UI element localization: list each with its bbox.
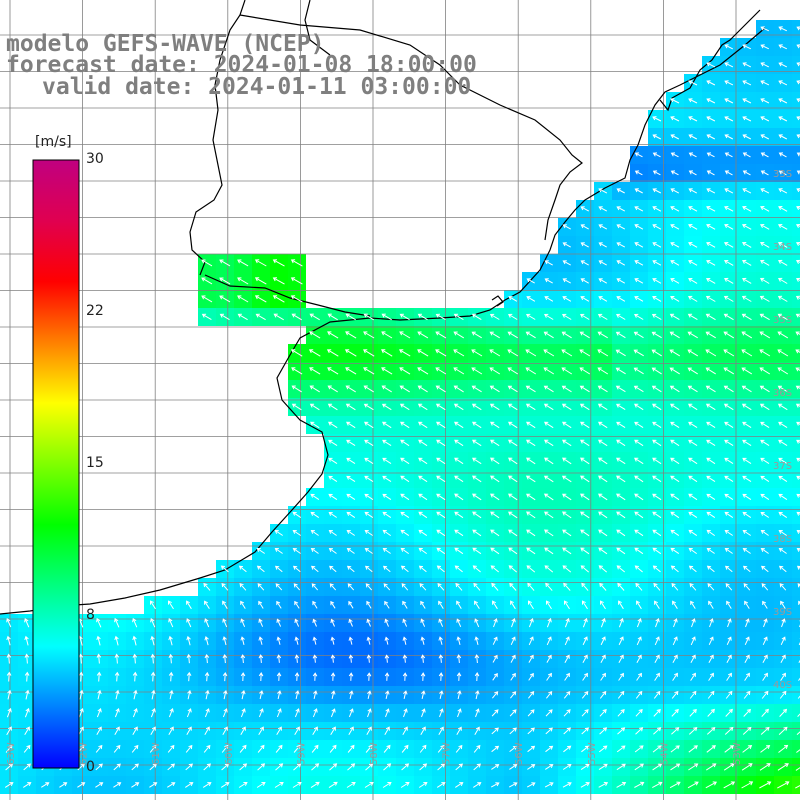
colorbar-graphic <box>0 0 110 800</box>
longitude-label: 54W <box>659 742 670 765</box>
longitude-label: 57W <box>442 742 453 765</box>
wind-cell <box>792 488 800 506</box>
wind-cell <box>792 362 800 380</box>
colorbar-tick-0: 0 <box>86 759 95 775</box>
wind-cell <box>792 722 800 740</box>
latitude-label: 36S <box>773 388 792 399</box>
colorbar-tick-22: 22 <box>86 303 104 319</box>
wind-cell <box>792 398 800 416</box>
latitude-label: 40S <box>773 680 792 691</box>
wind-cell <box>792 236 800 254</box>
wind-cell <box>792 326 800 344</box>
latitude-label: 39S <box>773 607 792 618</box>
longitude-label: 61W <box>151 742 162 765</box>
wind-cell <box>792 614 800 632</box>
colorbar-tick-15: 15 <box>86 455 104 471</box>
latitude-label: 38S <box>773 534 792 545</box>
wind-cell <box>792 740 800 758</box>
wind-cell <box>792 704 800 722</box>
colorbar-unit: [m/s] <box>35 134 72 150</box>
longitude-label: 60W <box>224 742 235 765</box>
latitude-label: 37S <box>773 461 792 472</box>
wind-cell <box>792 452 800 470</box>
latitude-label: 35S <box>773 315 792 326</box>
wind-cell <box>792 218 800 236</box>
longitude-label: 56W <box>514 742 525 765</box>
wind-cell <box>792 776 800 794</box>
wind-cell <box>792 308 800 326</box>
longitude-label: 58W <box>369 742 380 765</box>
wind-speed-field <box>0 20 800 794</box>
longitude-label: 53W <box>732 742 743 765</box>
wind-cell <box>792 380 800 398</box>
colorbar-tick-8: 8 <box>86 607 95 623</box>
wind-cell <box>792 650 800 668</box>
colorbar-tick-30: 30 <box>86 151 104 167</box>
colorbar-ramp <box>33 160 79 768</box>
longitude-label: 59W <box>296 742 307 765</box>
wind-cell <box>792 668 800 686</box>
wind-cell <box>792 272 800 290</box>
longitude-label: 55W <box>587 742 598 765</box>
wind-cell <box>792 632 800 650</box>
wind-cell <box>792 290 800 308</box>
wind-cell <box>792 344 800 362</box>
wind-cell <box>792 686 800 704</box>
wind-cell <box>792 596 800 614</box>
wind-cell <box>792 200 800 218</box>
latitude-label: 34S <box>773 242 792 253</box>
wind-cell <box>792 416 800 434</box>
wind-cell <box>792 254 800 272</box>
latitude-label: 33S <box>773 169 792 180</box>
wind-cell <box>792 758 800 776</box>
colorbar-legend: [m/s] 30 22 15 8 0 <box>0 0 110 800</box>
